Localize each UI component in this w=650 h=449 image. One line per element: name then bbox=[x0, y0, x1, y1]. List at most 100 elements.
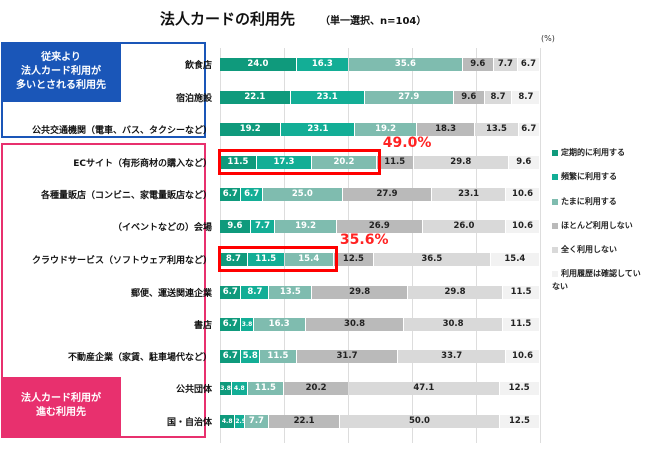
legend-swatch bbox=[552, 270, 558, 277]
bar-segment: 4.8 bbox=[232, 381, 247, 395]
bar-segment: 29.8 bbox=[407, 285, 503, 299]
bar-segment: 6.7 bbox=[220, 285, 241, 299]
bar-segment: 23.1 bbox=[290, 90, 364, 104]
bar-segment: 6.7 bbox=[220, 349, 241, 363]
legend-item: ほとんど利用しない bbox=[552, 219, 647, 232]
bar-segment: 16.3 bbox=[253, 317, 305, 331]
legend-item: たまに利用する bbox=[552, 195, 647, 208]
bar-segment: 2.9 bbox=[235, 414, 244, 428]
legend-item: 全く利用しない bbox=[552, 243, 647, 256]
category-label: 宿泊施設 bbox=[175, 94, 212, 104]
bar-segment: 12.5 bbox=[499, 381, 539, 395]
highlight-box bbox=[218, 149, 381, 175]
bar-segment: 20.2 bbox=[312, 155, 376, 169]
bar-segment: 16.3 bbox=[296, 57, 348, 71]
gridline bbox=[284, 48, 285, 443]
legend-label: たまに利用する bbox=[561, 197, 617, 206]
bar-segment: 12.5 bbox=[333, 252, 373, 266]
group-label-growing: 法人カード利用が 進む利用先 bbox=[1, 377, 121, 438]
category-label: 各種量販店（コンビニ、家電量販店など） bbox=[40, 191, 212, 201]
bar-segment: 5.8 bbox=[241, 349, 259, 363]
bar-segment: 11.5 bbox=[247, 381, 284, 395]
legend-swatch bbox=[552, 149, 558, 156]
group-label-line: 進む利用先 bbox=[36, 407, 86, 418]
unit-label: (%) bbox=[541, 34, 555, 43]
bar-segment: 26.9 bbox=[336, 219, 422, 233]
bar-segment: 29.8 bbox=[413, 155, 508, 169]
bar-segment: 11.5 bbox=[503, 285, 539, 299]
bar-segment: 9.6 bbox=[220, 219, 250, 233]
bar-segment: 6.7 bbox=[220, 187, 241, 201]
bar-segment: 8.7 bbox=[241, 285, 269, 299]
bar-segment: 15.4 bbox=[284, 252, 333, 266]
legend-label: 定期的に利用する bbox=[561, 148, 625, 157]
group-label-traditional: 従来より 法人カード利用が 多いとされる利用先 bbox=[1, 42, 121, 102]
bar-segment: 10.6 bbox=[506, 349, 539, 363]
bar-segment: 15.4 bbox=[490, 252, 539, 266]
bar-segment: 8.7 bbox=[484, 90, 512, 104]
bar-segment: 36.5 bbox=[373, 252, 490, 266]
chart-title: 法人カードの利用先 bbox=[160, 10, 296, 28]
bar-segment: 3.8 bbox=[220, 381, 232, 395]
category-label: 郵便、運送関連企業 bbox=[130, 289, 212, 299]
bar-segment: 11.5 bbox=[376, 155, 413, 169]
category-label: クラウドサービス（ソフトウェア利用など） bbox=[31, 256, 212, 266]
bar-segment: 7.7 bbox=[250, 219, 275, 233]
bar-segment: 18.3 bbox=[416, 122, 475, 136]
legend-item: 頻繁に利用する bbox=[552, 170, 647, 183]
gridline bbox=[476, 48, 477, 443]
bar-segment: 6.7 bbox=[518, 122, 539, 136]
bar-segment: 11.5 bbox=[260, 349, 296, 363]
bar-segment: 50.0 bbox=[340, 414, 499, 428]
category-label: 公共交通機関（電車、バス、タクシーなど） bbox=[31, 126, 212, 136]
category-label: 書店 bbox=[193, 321, 212, 331]
group-label-line: 法人カード利用が bbox=[21, 66, 101, 77]
bar-segment: 33.7 bbox=[398, 349, 506, 363]
bar-segment: 30.8 bbox=[404, 317, 502, 331]
bar-segment: 11.5 bbox=[247, 252, 284, 266]
legend-swatch bbox=[552, 173, 558, 180]
legend-label: 全く利用しない bbox=[561, 245, 617, 254]
bar-segment: 20.2 bbox=[284, 381, 348, 395]
category-label: ECサイト（有形商材の購入など） bbox=[73, 159, 212, 169]
bar-segment: 8.7 bbox=[220, 252, 247, 266]
chart-subtitle: （単一選択、n=104） bbox=[320, 16, 427, 27]
bar-segment: 17.3 bbox=[256, 155, 312, 169]
bar-segment: 19.2 bbox=[275, 219, 336, 233]
bar-segment: 3.8 bbox=[241, 317, 253, 331]
bar-segment: 8.7 bbox=[512, 90, 540, 104]
category-label: （イベントなどの）会場 bbox=[112, 223, 212, 233]
legend-item: 定期的に利用する bbox=[552, 146, 647, 159]
bar-segment: 26.0 bbox=[422, 219, 506, 233]
category-label: 飲食店 bbox=[184, 61, 212, 71]
bar-segment: 11.5 bbox=[502, 317, 539, 331]
bar-segment: 29.8 bbox=[312, 285, 407, 299]
group-label-line: 従来より bbox=[41, 52, 81, 63]
bar-segment: 47.1 bbox=[348, 381, 499, 395]
bar-segment: 30.8 bbox=[305, 317, 404, 331]
category-label: 不動産企業（家賃、駐車場代など） bbox=[67, 353, 212, 363]
bar-segment: 31.7 bbox=[296, 349, 398, 363]
highlight-total-label: 49.0% bbox=[382, 135, 432, 151]
category-label: 国・自治体 bbox=[166, 418, 212, 428]
bar-segment: 6.7 bbox=[241, 187, 262, 201]
highlight-total-label: 35.6% bbox=[339, 232, 389, 248]
bar-segment: 10.6 bbox=[506, 187, 539, 201]
bar-segment: 27.9 bbox=[364, 90, 453, 104]
legend-item: 利用履歴は確認していない bbox=[552, 267, 647, 293]
bar-segment: 11.5 bbox=[220, 155, 256, 169]
bar-segment: 6.7 bbox=[220, 317, 241, 331]
bar-segment: 22.1 bbox=[269, 414, 339, 428]
gridline bbox=[412, 48, 413, 443]
bar-segment: 10.6 bbox=[506, 219, 539, 233]
group-label-line: 法人カード利用が bbox=[21, 393, 101, 404]
bar-segment: 7.7 bbox=[244, 414, 269, 428]
gridline bbox=[348, 48, 349, 443]
bar-segment: 23.1 bbox=[432, 187, 506, 201]
bar-segment: 9.6 bbox=[453, 90, 484, 104]
bar-segment: 9.6 bbox=[508, 155, 539, 169]
bar-segment: 19.2 bbox=[355, 122, 416, 136]
legend-swatch bbox=[552, 246, 558, 253]
legend-label: 利用履歴は確認していない bbox=[552, 269, 641, 291]
bar-segment: 9.6 bbox=[462, 57, 493, 71]
